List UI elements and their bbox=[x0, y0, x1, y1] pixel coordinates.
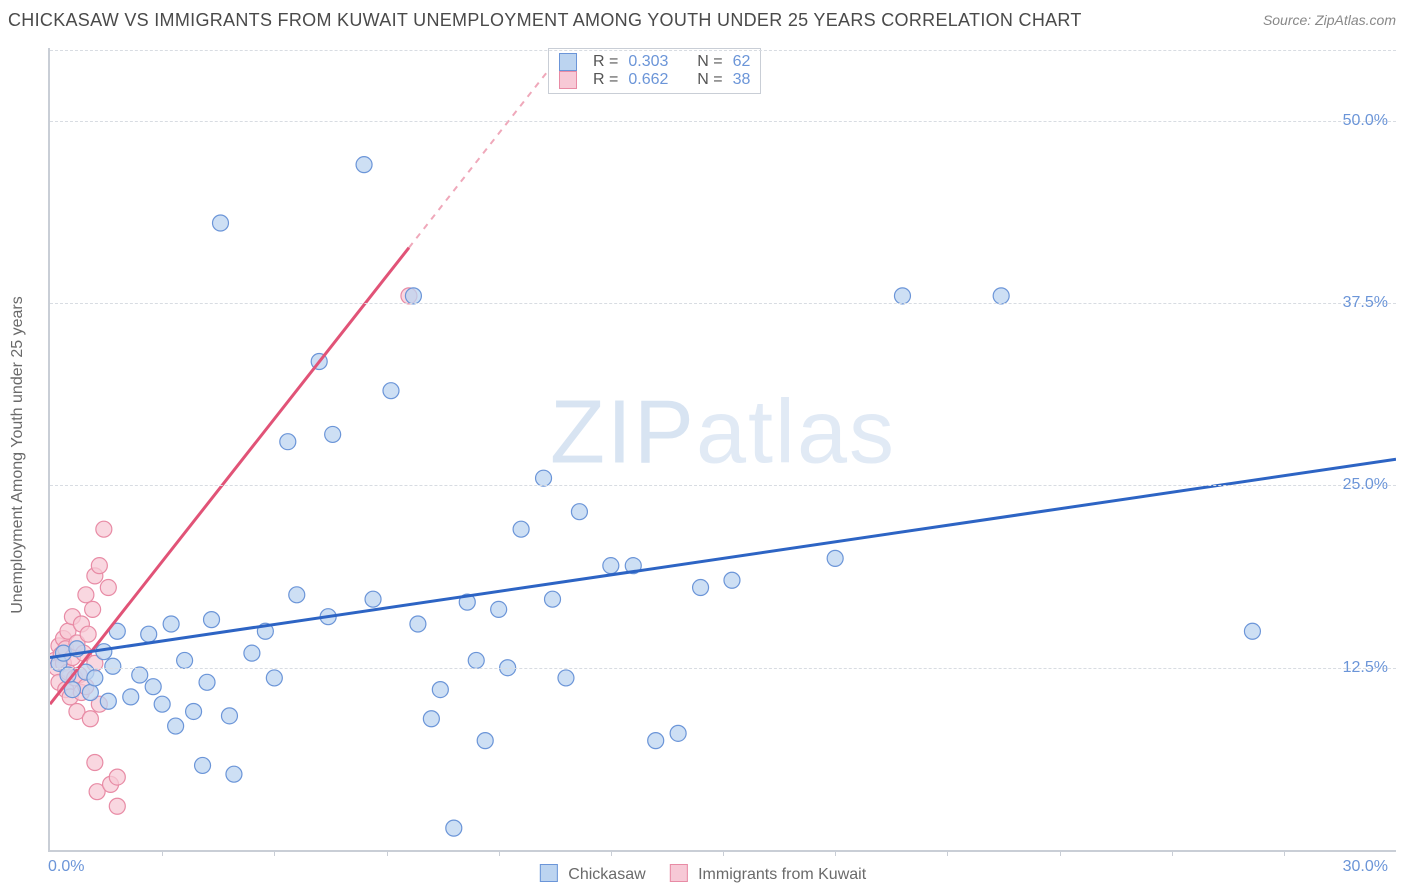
swatch-series-b-icon bbox=[559, 71, 577, 89]
stats-legend: R = 0.303 N = 62 R = 0.662 N = 38 bbox=[548, 48, 761, 94]
x-min-label: 0.0% bbox=[48, 858, 84, 876]
legend-item-a: Chickasaw bbox=[540, 864, 646, 884]
plot-area: ZIPatlas R = 0.303 N = 62 R = 0.662 N = … bbox=[48, 48, 1396, 852]
stats-row-a: R = 0.303 N = 62 bbox=[559, 53, 750, 71]
n-value-b: 38 bbox=[733, 71, 751, 89]
source-attribution: Source: ZipAtlas.com bbox=[1263, 12, 1396, 28]
x-max-label: 30.0% bbox=[1343, 858, 1388, 876]
y-tick-label: 25.0% bbox=[1343, 476, 1388, 494]
series-legend: Chickasaw Immigrants from Kuwait bbox=[540, 864, 866, 884]
swatch-b-icon bbox=[670, 864, 688, 882]
y-axis-label: Unemployment Among Youth under 25 years bbox=[9, 296, 27, 614]
chart-svg bbox=[50, 48, 1396, 850]
y-tick-label: 50.0% bbox=[1343, 112, 1388, 130]
r-value-b: 0.662 bbox=[628, 71, 668, 89]
n-value-a: 62 bbox=[733, 53, 751, 71]
swatch-a-icon bbox=[540, 864, 558, 882]
y-tick-label: 37.5% bbox=[1343, 294, 1388, 312]
y-tick-label: 12.5% bbox=[1343, 659, 1388, 677]
swatch-series-a-icon bbox=[559, 53, 577, 71]
stats-row-b: R = 0.662 N = 38 bbox=[559, 71, 750, 89]
r-value-a: 0.303 bbox=[628, 53, 668, 71]
chart-title: CHICKASAW VS IMMIGRANTS FROM KUWAIT UNEM… bbox=[8, 10, 1082, 31]
legend-item-b: Immigrants from Kuwait bbox=[670, 864, 867, 884]
